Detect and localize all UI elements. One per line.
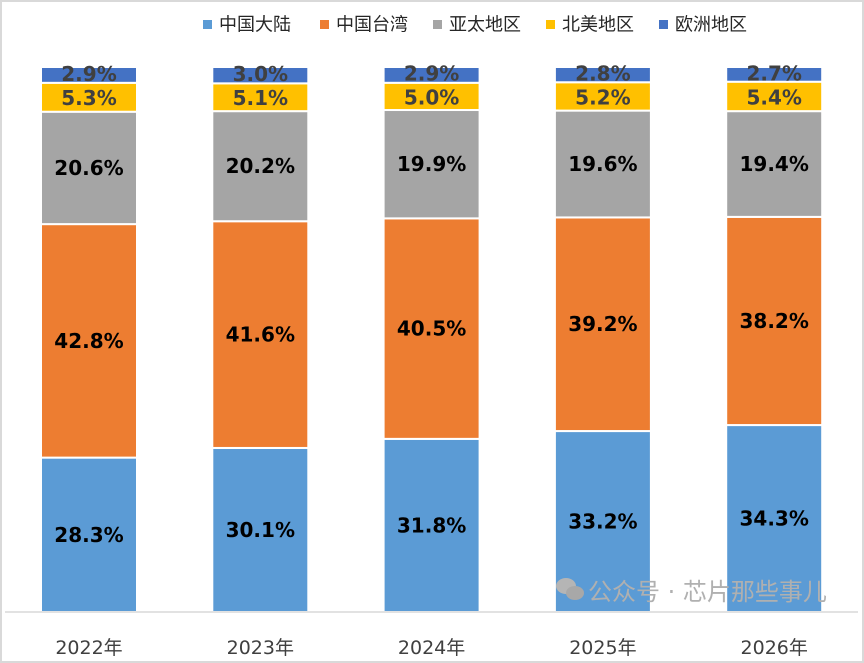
x-tick-label: 2025年: [569, 637, 636, 659]
bar-segment: [382, 66, 481, 84]
bar-segment: [725, 80, 824, 113]
data-label: 5.1%: [233, 86, 288, 110]
watermark: 公众号 · 芯片那些事儿: [588, 578, 827, 606]
bar-segment: [725, 215, 824, 427]
data-label: 39.2%: [568, 312, 637, 336]
data-label: 38.2%: [740, 309, 809, 333]
bar-segment: [553, 66, 652, 84]
data-label: 5.0%: [404, 86, 459, 110]
legend-swatch: [546, 20, 555, 29]
legend-label: 亚太地区: [449, 15, 521, 36]
data-label: 19.6%: [568, 152, 637, 176]
legend-swatch: [320, 20, 329, 29]
bar-segment: [553, 109, 652, 219]
data-label: 40.5%: [397, 317, 466, 341]
data-label: 3.0%: [233, 62, 288, 86]
legend-swatch: [203, 20, 212, 29]
bar-segment: [382, 81, 481, 112]
data-label: 2.8%: [575, 62, 630, 86]
bar-segment: [211, 446, 310, 613]
bar-segment: [211, 220, 310, 449]
data-label: 20.6%: [54, 156, 123, 180]
data-label: 5.3%: [61, 86, 116, 110]
data-label: 2.7%: [746, 61, 801, 85]
data-label: 31.8%: [397, 513, 466, 537]
bar-segment: [725, 66, 824, 83]
bar-segment: [553, 216, 652, 433]
data-label: 19.9%: [397, 152, 466, 176]
x-tick-label: 2024年: [398, 637, 465, 659]
data-label: 34.3%: [740, 507, 809, 531]
data-label: 42.8%: [54, 329, 123, 353]
legend-label: 欧洲地区: [675, 15, 747, 36]
data-label: 28.3%: [54, 523, 123, 547]
data-label: 19.4%: [740, 152, 809, 176]
wechat-icon: [566, 586, 584, 600]
x-tick-label: 2023年: [227, 637, 294, 659]
data-label: 41.6%: [226, 323, 295, 347]
x-tick-label: 2026年: [741, 637, 808, 659]
legend-swatch: [433, 20, 442, 29]
bar-segment: [382, 109, 481, 220]
bar-segment: [211, 82, 310, 113]
bar-segment: [40, 66, 138, 84]
data-label: 30.1%: [226, 518, 295, 542]
bar-segment: [211, 110, 310, 223]
legend-label: 北美地区: [562, 15, 634, 36]
bar-segment: [382, 217, 481, 440]
bar-segment: [211, 66, 310, 85]
bar-segment: [40, 223, 138, 459]
data-label: 5.2%: [575, 86, 630, 110]
data-label: 5.4%: [746, 85, 801, 109]
legend-label: 中国台湾: [336, 15, 408, 36]
bar-segment: [725, 424, 824, 613]
data-label: 2.9%: [61, 62, 116, 86]
data-label: 2.9%: [404, 62, 459, 86]
x-tick-label: 2022年: [55, 637, 122, 659]
legend-label: 中国大陆: [219, 15, 291, 36]
bar-segment: [725, 110, 824, 218]
data-label: 20.2%: [226, 154, 295, 178]
legend-swatch: [659, 20, 668, 29]
data-label: 33.2%: [568, 510, 637, 534]
